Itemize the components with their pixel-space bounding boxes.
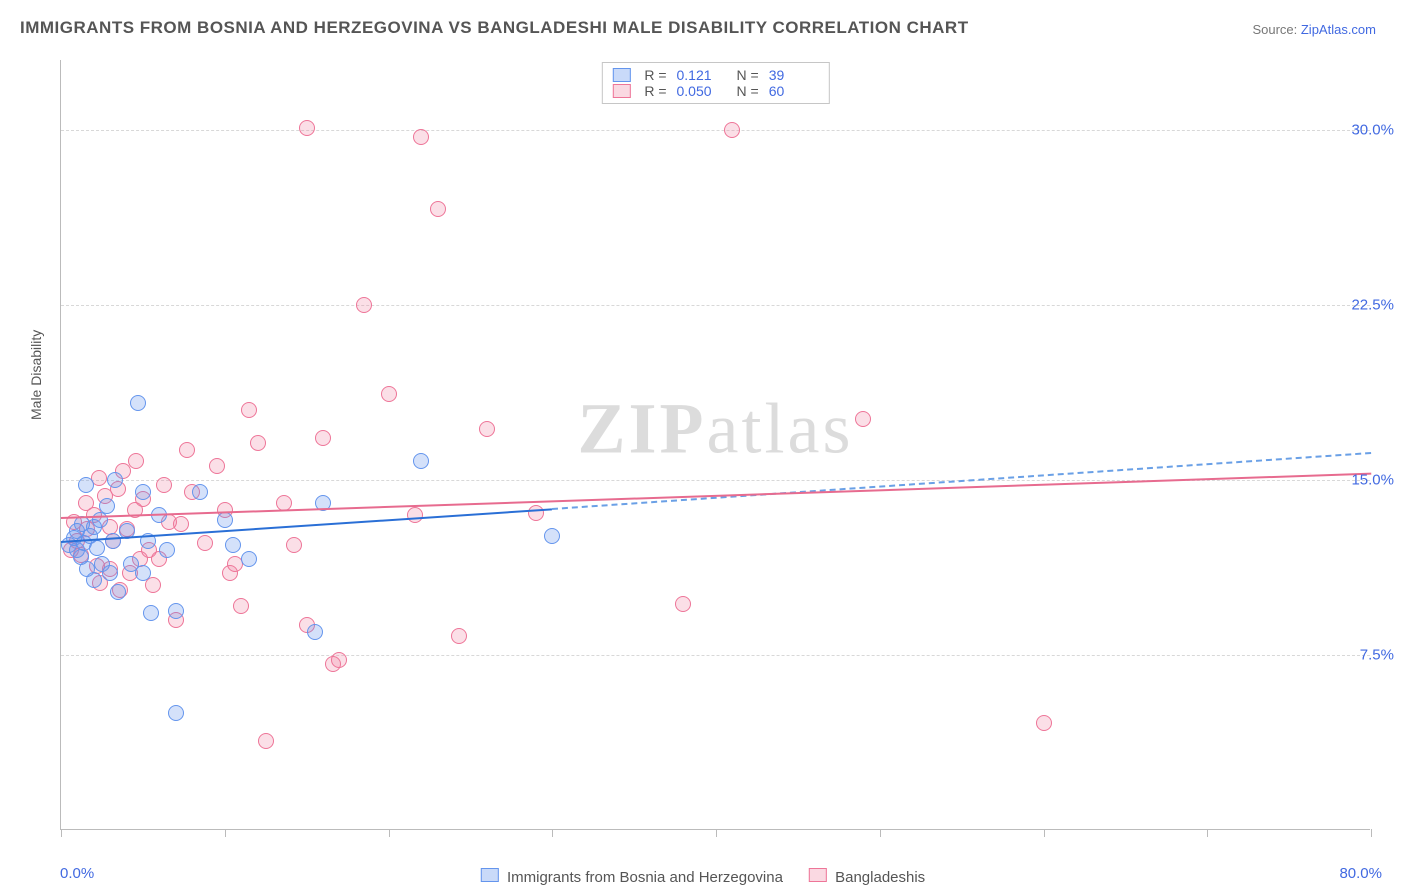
- source-link[interactable]: ZipAtlas.com: [1301, 22, 1376, 37]
- legend-row-pink: R = 0.050 N = 60: [612, 83, 818, 99]
- swatch-blue-icon: [612, 68, 630, 82]
- x-axis-max-label: 80.0%: [1339, 865, 1382, 882]
- y-tick-label: 22.5%: [1351, 297, 1394, 314]
- x-tick: [389, 829, 390, 837]
- data-point: [381, 386, 397, 402]
- n-label: N =: [737, 83, 759, 99]
- r-value-blue: 0.121: [677, 67, 727, 83]
- data-point: [855, 411, 871, 427]
- data-point: [331, 652, 347, 668]
- x-tick: [1044, 829, 1045, 837]
- data-point: [86, 572, 102, 588]
- data-point: [675, 596, 691, 612]
- chart-title: IMMIGRANTS FROM BOSNIA AND HERZEGOVINA V…: [20, 18, 969, 38]
- x-tick: [61, 829, 62, 837]
- legend-correlation-box: R = 0.121 N = 39 R = 0.050 N = 60: [601, 62, 829, 104]
- legend-item-blue: Immigrants from Bosnia and Herzegovina: [481, 868, 783, 886]
- y-tick-label: 7.5%: [1360, 647, 1394, 664]
- data-point: [130, 395, 146, 411]
- watermark-text: ZIPatlas: [578, 388, 854, 471]
- data-point: [307, 624, 323, 640]
- n-value-blue: 39: [769, 67, 819, 83]
- data-point: [197, 535, 213, 551]
- data-point: [128, 453, 144, 469]
- legend-series-box: Immigrants from Bosnia and Herzegovina B…: [481, 868, 925, 886]
- gridline: [61, 130, 1370, 131]
- legend-row-blue: R = 0.121 N = 39: [612, 67, 818, 83]
- data-point: [1036, 715, 1052, 731]
- data-point: [135, 484, 151, 500]
- data-point: [241, 551, 257, 567]
- n-value-pink: 60: [769, 83, 819, 99]
- data-point: [110, 584, 126, 600]
- x-tick: [1371, 829, 1372, 837]
- data-point: [413, 129, 429, 145]
- x-tick: [552, 829, 553, 837]
- data-point: [233, 598, 249, 614]
- data-point: [92, 512, 108, 528]
- trend-line: [552, 452, 1371, 510]
- data-point: [479, 421, 495, 437]
- data-point: [192, 484, 208, 500]
- source-label: Source:: [1252, 22, 1300, 37]
- r-label: R =: [644, 67, 666, 83]
- x-tick: [1207, 829, 1208, 837]
- series-pink-label: Bangladeshis: [835, 869, 925, 886]
- data-point: [168, 705, 184, 721]
- data-point: [159, 542, 175, 558]
- data-point: [173, 516, 189, 532]
- data-point: [356, 297, 372, 313]
- data-point: [407, 507, 423, 523]
- data-point: [209, 458, 225, 474]
- data-point: [179, 442, 195, 458]
- data-point: [544, 528, 560, 544]
- data-point: [143, 605, 159, 621]
- x-tick: [225, 829, 226, 837]
- y-tick-label: 30.0%: [1351, 122, 1394, 139]
- data-point: [99, 498, 115, 514]
- data-point: [135, 565, 151, 581]
- series-blue-label: Immigrants from Bosnia and Herzegovina: [507, 869, 783, 886]
- data-point: [241, 402, 257, 418]
- source-credit: Source: ZipAtlas.com: [1252, 22, 1376, 37]
- gridline: [61, 655, 1370, 656]
- r-label: R =: [644, 83, 666, 99]
- x-axis-min-label: 0.0%: [60, 865, 94, 882]
- data-point: [315, 430, 331, 446]
- data-point: [250, 435, 266, 451]
- data-point: [78, 477, 94, 493]
- data-point: [258, 733, 274, 749]
- y-tick-label: 15.0%: [1351, 472, 1394, 489]
- data-point: [286, 537, 302, 553]
- x-tick: [880, 829, 881, 837]
- data-point: [227, 556, 243, 572]
- data-point: [217, 512, 233, 528]
- gridline: [61, 305, 1370, 306]
- data-point: [156, 477, 172, 493]
- data-point: [89, 540, 105, 556]
- data-point: [413, 453, 429, 469]
- chart-plot-area: ZIPatlas R = 0.121 N = 39 R = 0.050 N = …: [60, 60, 1370, 830]
- y-axis-label: Male Disability: [28, 330, 44, 420]
- data-point: [430, 201, 446, 217]
- legend-item-pink: Bangladeshis: [809, 868, 925, 886]
- data-point: [451, 628, 467, 644]
- data-point: [107, 472, 123, 488]
- data-point: [168, 603, 184, 619]
- swatch-pink-icon: [809, 868, 827, 882]
- data-point: [102, 565, 118, 581]
- x-tick: [716, 829, 717, 837]
- swatch-pink-icon: [612, 84, 630, 98]
- r-value-pink: 0.050: [677, 83, 727, 99]
- n-label: N =: [737, 67, 759, 83]
- data-point: [299, 120, 315, 136]
- data-point: [528, 505, 544, 521]
- swatch-blue-icon: [481, 868, 499, 882]
- data-point: [724, 122, 740, 138]
- data-point: [225, 537, 241, 553]
